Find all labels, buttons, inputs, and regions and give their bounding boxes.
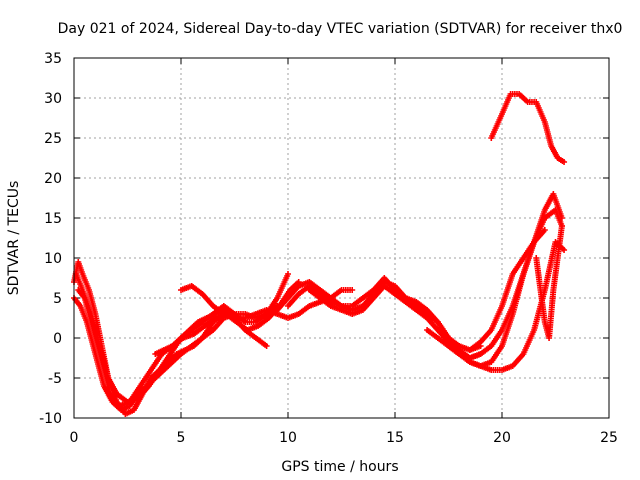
data-point xyxy=(561,159,568,165)
data-point xyxy=(561,247,568,253)
x-tick-label: 15 xyxy=(386,430,404,446)
series-k xyxy=(445,239,568,373)
series-n xyxy=(533,223,565,341)
y-tick-label: -5 xyxy=(48,371,62,387)
y-tick-label: 15 xyxy=(44,211,62,227)
x-tick-label: 10 xyxy=(279,430,297,446)
x-tick-label: 5 xyxy=(177,430,186,446)
y-tick-label: 0 xyxy=(53,331,62,347)
y-tick-label: 25 xyxy=(44,131,62,147)
data-point xyxy=(263,343,270,349)
y-tick-label: 10 xyxy=(44,251,62,267)
y-tick-label: 35 xyxy=(44,51,62,67)
plot-frame xyxy=(73,57,610,419)
data-point xyxy=(558,215,565,221)
y-tick-label: -10 xyxy=(39,411,62,427)
data-point xyxy=(558,223,565,229)
series-l xyxy=(466,227,548,353)
chart-title: Day 021 of 2024, Sidereal Day-to-day VTE… xyxy=(58,21,623,37)
y-tick-label: 30 xyxy=(44,91,62,107)
y-axis-label: SDTVAR / TECUs xyxy=(6,181,22,296)
x-axis-label: GPS time / hours xyxy=(281,459,398,475)
data-point xyxy=(541,227,548,233)
series-m xyxy=(488,91,568,165)
data-point xyxy=(285,271,291,277)
data-point xyxy=(349,287,356,293)
x-tick-label: 20 xyxy=(493,430,511,446)
y-tick-label: 20 xyxy=(44,171,62,187)
data-series xyxy=(71,91,568,417)
y-tick-label: 5 xyxy=(53,291,62,307)
x-tick-label: 25 xyxy=(600,430,618,446)
x-tick-label: 0 xyxy=(70,430,79,446)
